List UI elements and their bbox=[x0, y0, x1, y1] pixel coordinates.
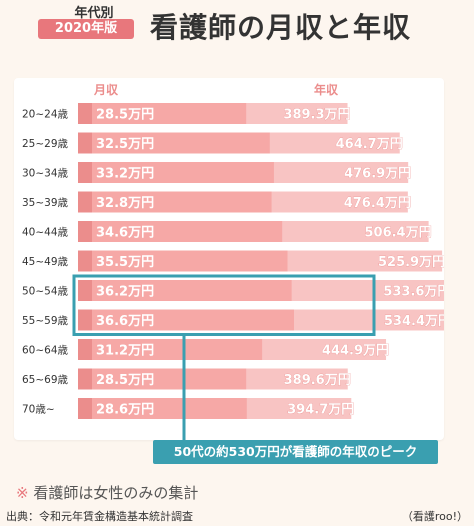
category-label: 45~49歳 bbox=[22, 256, 69, 268]
category-label: 55~59歳 bbox=[22, 315, 69, 327]
credit-text: （看護roo!） bbox=[401, 510, 468, 523]
bar-accent bbox=[78, 162, 92, 183]
monthly-bar bbox=[78, 309, 294, 331]
annual-value-label: 533.6万円 bbox=[383, 285, 444, 300]
monthly-value-label: 36.6万円 bbox=[96, 314, 154, 329]
bar-accent bbox=[78, 280, 92, 301]
bar-accent bbox=[78, 398, 92, 419]
bar-accent bbox=[78, 132, 92, 154]
category-label: 50~54歳 bbox=[22, 286, 69, 298]
badge-category: 年代別 bbox=[74, 6, 114, 21]
monthly-value-label: 36.2万円 bbox=[96, 285, 154, 300]
monthly-value-label: 35.5万円 bbox=[96, 255, 154, 270]
monthly-value-label: 32.5万円 bbox=[96, 137, 154, 152]
category-label: 40~44歳 bbox=[22, 227, 69, 239]
category-label: 30~34歳 bbox=[22, 168, 69, 180]
annual-value-label: 464.7万円 bbox=[336, 137, 403, 152]
page-title: 看護師の月収と年収 bbox=[150, 11, 412, 44]
monthly-bar bbox=[78, 103, 247, 124]
monthly-bar bbox=[78, 221, 283, 242]
monthly-bar bbox=[78, 162, 274, 183]
bar-accent bbox=[78, 103, 92, 124]
monthly-bar bbox=[78, 191, 272, 213]
monthly-value-label: 28.5万円 bbox=[96, 108, 154, 123]
monthly-value-label: 31.2万円 bbox=[96, 344, 154, 359]
category-label: 60~64歳 bbox=[22, 345, 69, 357]
category-label: 35~39歳 bbox=[22, 197, 69, 209]
bar-accent bbox=[78, 368, 92, 390]
monthly-value-label: 32.8万円 bbox=[96, 196, 154, 211]
note-mark: ※ bbox=[16, 484, 29, 502]
bar-accent bbox=[78, 339, 92, 360]
annual-value-label: 506.4万円 bbox=[364, 226, 431, 241]
monthly-bar bbox=[78, 280, 292, 301]
chart-panel: 月収 年収 20~24歳 28.5万円 389.3万円 25~29歳 32.5万円 464.7… bbox=[14, 78, 444, 440]
annual-value-label: 444.9万円 bbox=[322, 344, 389, 359]
annual-value-label: 394.7万円 bbox=[287, 403, 354, 418]
bar-accent bbox=[78, 191, 92, 213]
monthly-bar bbox=[78, 250, 288, 272]
monthly-value-label: 28.5万円 bbox=[96, 373, 154, 388]
category-label: 65~69歳 bbox=[22, 374, 69, 386]
category-label: 25~29歳 bbox=[22, 138, 69, 150]
annual-value-label: 476.9万円 bbox=[344, 167, 411, 182]
badge-year: 2020年版 bbox=[38, 19, 134, 39]
source-text: 出典：令和元年賃金構造基本統計調査 bbox=[6, 510, 193, 523]
monthly-value-label: 34.6万円 bbox=[96, 226, 154, 241]
salary-chart: 月収 年収 20~24歳 28.5万円 389.3万円 25~29歳 32.5万円 464.7… bbox=[22, 82, 444, 440]
bar-accent bbox=[78, 221, 92, 242]
bar-accent bbox=[78, 250, 92, 272]
peak-annotation: 50代の約530万円が看護師の年収のピーク bbox=[153, 440, 438, 464]
annual-value-label: 476.4万円 bbox=[344, 196, 411, 211]
category-label: 20~24歳 bbox=[22, 109, 69, 121]
footnote: ※ 看護師は女性のみの集計 bbox=[16, 482, 198, 503]
annual-value-label: 534.4万円 bbox=[384, 314, 444, 329]
monthly-header: 月収 bbox=[93, 83, 119, 97]
annual-value-label: 525.9万円 bbox=[378, 255, 444, 270]
monthly-value-label: 33.2万円 bbox=[96, 167, 154, 182]
monthly-bar bbox=[78, 368, 247, 390]
highlight-frame bbox=[72, 274, 376, 336]
note-text: 看護師は女性のみの集計 bbox=[33, 484, 199, 502]
annual-value-label: 389.3万円 bbox=[283, 108, 350, 123]
monthly-bar bbox=[78, 132, 270, 154]
annual-value-label: 389.6万円 bbox=[284, 373, 351, 388]
monthly-bar bbox=[78, 339, 263, 360]
category-label: 70歳~ bbox=[22, 404, 55, 416]
monthly-value-label: 28.6万円 bbox=[96, 403, 154, 418]
annual-header: 年収 bbox=[314, 82, 339, 97]
monthly-bar bbox=[78, 398, 247, 419]
bar-accent bbox=[78, 309, 92, 331]
